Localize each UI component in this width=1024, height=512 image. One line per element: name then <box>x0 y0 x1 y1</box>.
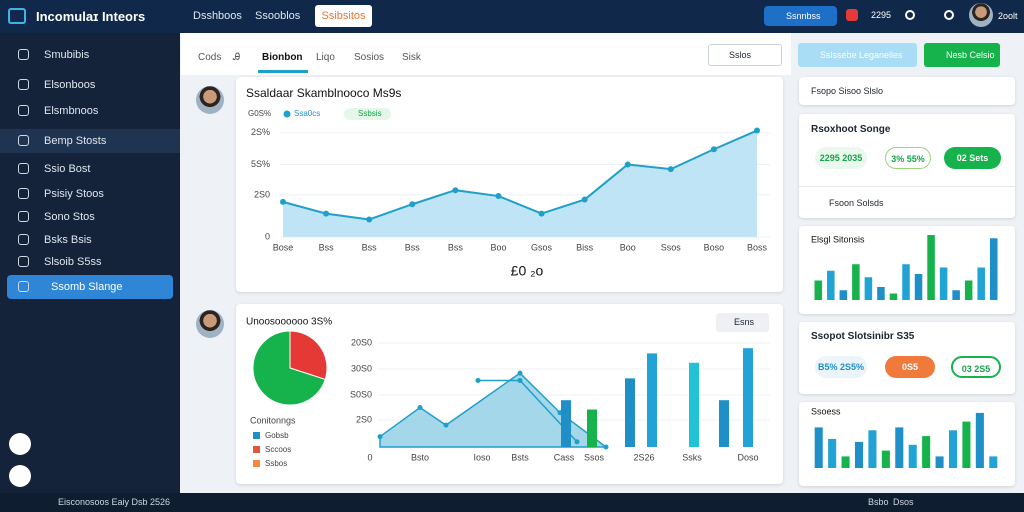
sidebar-item[interactable]: Elsonboos <box>0 73 180 97</box>
avatar <box>196 86 224 114</box>
sidebar-label: Smubibis <box>44 49 90 61</box>
sidebar-item[interactable]: Bemp Stosts <box>0 129 180 153</box>
tab[interactable]: Sosios <box>354 52 385 63</box>
alert-icon[interactable] <box>846 9 858 21</box>
dropdown[interactable]: Sslos <box>708 44 782 66</box>
filter-card[interactable]: Fsopo Sisoo Slslo <box>799 77 1015 105</box>
badge: 03 2S5 <box>951 356 1001 378</box>
user-avatar[interactable] <box>969 3 993 27</box>
tab[interactable]: Cods <box>198 52 222 63</box>
sidebar-icon <box>18 188 29 199</box>
filter-label: Fsopo Sisoo Slslo <box>811 86 884 96</box>
sidebar-label: Sono Stos <box>44 211 95 223</box>
sidebar-label: Psisiy Stoos <box>44 188 104 200</box>
status-bar: Eisconosoos Eaiy Dsb 2526 Bsbo Dsos <box>0 493 1024 512</box>
sidebar-item[interactable]: Smubibis <box>0 43 180 67</box>
status-card: Ssopot Slotsinibr S35 B5% 2S5% 0S5 03 2S… <box>799 322 1015 394</box>
sidebar-icon <box>18 79 29 90</box>
settings-icon[interactable] <box>9 433 31 455</box>
card-title: Rsoxhoot Songe <box>811 124 891 135</box>
sidebar-icon <box>18 105 29 116</box>
sidebar-label: Elsmbnoos <box>44 105 99 117</box>
card-title: Ssopot Slotsinibr S35 <box>811 331 915 342</box>
card-link[interactable]: Fsoon Solsds <box>829 198 884 208</box>
help-icon[interactable] <box>9 465 31 487</box>
footer-link[interactable]: Bsbo <box>868 497 889 507</box>
sidebar-item[interactable]: Bsks Bsis <box>0 228 180 252</box>
sidebar-item[interactable]: Slsoib S5ss <box>0 250 180 274</box>
badge: 2295 2035 <box>815 147 867 169</box>
sidebar-label: Slsoib S5ss <box>44 256 102 268</box>
sidebar-icon <box>18 49 29 60</box>
tab-bar: Sslos <box>181 33 791 75</box>
divider <box>799 186 1015 187</box>
nav-link[interactable]: Ssooblos <box>255 10 301 22</box>
footer-text: Eisconosoos Eaiy Dsb 2526 <box>58 497 171 507</box>
sidebar-icon <box>18 234 29 245</box>
sidebar-label: Bemp Stosts <box>44 135 107 147</box>
range-card: Rsoxhoot Songe 2295 2035 3% 55% 02 Sets … <box>799 114 1015 218</box>
sidebar-item[interactable]: Sono Stos <box>0 205 180 229</box>
action-button[interactable]: Sslssebe Leganelles <box>798 43 917 67</box>
action-button[interactable]: Nesb Celsio <box>924 43 1000 67</box>
card-button[interactable]: Esns <box>716 313 769 332</box>
sidebar-icon <box>18 281 29 292</box>
logo <box>8 8 26 24</box>
sidebar-label: Ssomb Slange <box>51 281 123 293</box>
search-icon[interactable] <box>944 10 954 20</box>
sidebar-item[interactable]: Psisiy Stoos <box>0 182 180 206</box>
badge: 0S5 <box>885 356 935 378</box>
search-icon[interactable] <box>905 10 915 20</box>
brand: Incomulaɪ Inteors <box>36 9 146 24</box>
sidebar-label: Ssio Bost <box>44 163 91 175</box>
sidebar-icon <box>18 211 29 222</box>
tab-underline <box>258 70 308 73</box>
search-button[interactable]: Ssnnbss <box>764 6 837 26</box>
sidebar-item[interactable]: Ssomb Slange <box>7 275 173 299</box>
top-bar: Incomulaɪ Inteors Dsshboos Ssooblos Ssib… <box>0 0 1024 33</box>
user-name: 2oolt <box>998 11 1018 21</box>
tab[interactable]: Sisk <box>402 52 421 63</box>
sidebar-label: Elsonboos <box>44 79 96 91</box>
nav-button[interactable]: Ssibsitos <box>315 5 372 27</box>
tab[interactable]: Ꭿ <box>233 52 241 63</box>
count: 2295 <box>871 10 892 20</box>
line-card <box>236 77 783 292</box>
footer-link[interactable]: Dsos <box>893 497 914 507</box>
badge[interactable]: 02 Sets <box>944 147 1001 169</box>
mini-chart-card <box>799 402 1015 486</box>
combo-card: Esns <box>236 304 783 484</box>
avatar <box>196 310 224 338</box>
badge: 3% 55% <box>885 147 931 169</box>
sidebar-item[interactable]: Ssio Bost <box>0 157 180 181</box>
mini-chart-card <box>799 226 1015 314</box>
sidebar: Smubibis Elsonboos Elsmbnoos Bemp Stosts Ssi… <box>0 33 180 493</box>
tab[interactable]: Bionbon <box>262 52 303 63</box>
sidebar-item[interactable]: Elsmbnoos <box>0 99 180 123</box>
tab[interactable]: Liqo <box>316 52 335 63</box>
nav-link[interactable]: Dsshboos <box>193 10 242 22</box>
sidebar-icon <box>18 256 29 267</box>
badge: B5% 2S5% <box>815 356 867 378</box>
sidebar-label: Bsks Bsis <box>44 234 92 246</box>
sidebar-icon <box>18 135 29 146</box>
sidebar-icon <box>18 163 29 174</box>
